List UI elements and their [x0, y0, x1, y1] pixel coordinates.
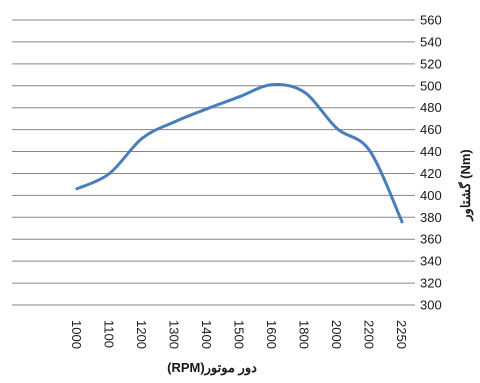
- data-point: [270, 83, 274, 87]
- x-tick-label: 1400: [199, 320, 214, 349]
- y-tick-label: 460: [420, 122, 442, 137]
- y-tick-label: 560: [420, 13, 442, 28]
- x-tick-label: 2200: [362, 320, 377, 349]
- x-tick-label: 2250: [394, 320, 409, 349]
- data-point: [238, 95, 241, 99]
- data-point: [108, 171, 111, 175]
- x-tick-label: 1200: [134, 320, 149, 349]
- data-point: [335, 127, 339, 131]
- data-point: [173, 120, 176, 124]
- x-tick-label: 1100: [102, 320, 117, 348]
- y-tick-label: 320: [420, 276, 442, 291]
- y-axis-title: گشتاور (Nm): [457, 149, 474, 221]
- y-tick-label: 480: [420, 100, 442, 115]
- data-point: [140, 136, 144, 140]
- data-point: [75, 187, 79, 191]
- x-tick-label: 1600: [264, 320, 279, 349]
- y-tick-label: 400: [420, 188, 442, 203]
- y-tick-label: 300: [420, 298, 442, 313]
- data-point: [368, 148, 371, 152]
- series-line: [75, 82, 404, 224]
- x-tick-label: 2000: [329, 320, 344, 349]
- x-tick-label: 1800: [297, 320, 312, 349]
- y-tick-label: 380: [420, 210, 442, 225]
- x-axis-title: دور موتور(RPM): [167, 360, 257, 376]
- series-layer: [75, 82, 404, 224]
- y-tick-label: 500: [420, 78, 442, 93]
- y-axis-ticks: 300 320 340 360 380 400 420 440 460 480 500 520 540 5…: [420, 13, 442, 313]
- y-tick-label: 420: [420, 166, 442, 181]
- y-tick-label: 360: [420, 232, 442, 247]
- y-tick-label: 520: [420, 56, 442, 71]
- x-tick-label: 1500: [232, 320, 247, 349]
- x-tick-label: 1300: [167, 320, 182, 349]
- data-point: [205, 107, 209, 111]
- y-tick-label: 540: [420, 34, 442, 49]
- x-axis-ticks: 1000 1100 1200 1300 1400 1500 1600 1800 2000 2200…: [69, 320, 409, 349]
- data-point: [303, 90, 306, 94]
- gridlines: [12, 19, 415, 306]
- data-point: [400, 220, 404, 224]
- y-tick-label: 440: [420, 144, 442, 159]
- x-tick-label: 1000: [69, 320, 84, 349]
- y-tick-label: 340: [420, 254, 442, 269]
